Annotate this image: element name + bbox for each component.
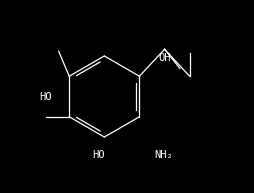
Text: HO: HO	[91, 150, 104, 160]
Text: NH₂: NH₂	[154, 150, 172, 160]
Text: HO: HO	[40, 91, 52, 102]
Text: OH: OH	[158, 53, 170, 63]
